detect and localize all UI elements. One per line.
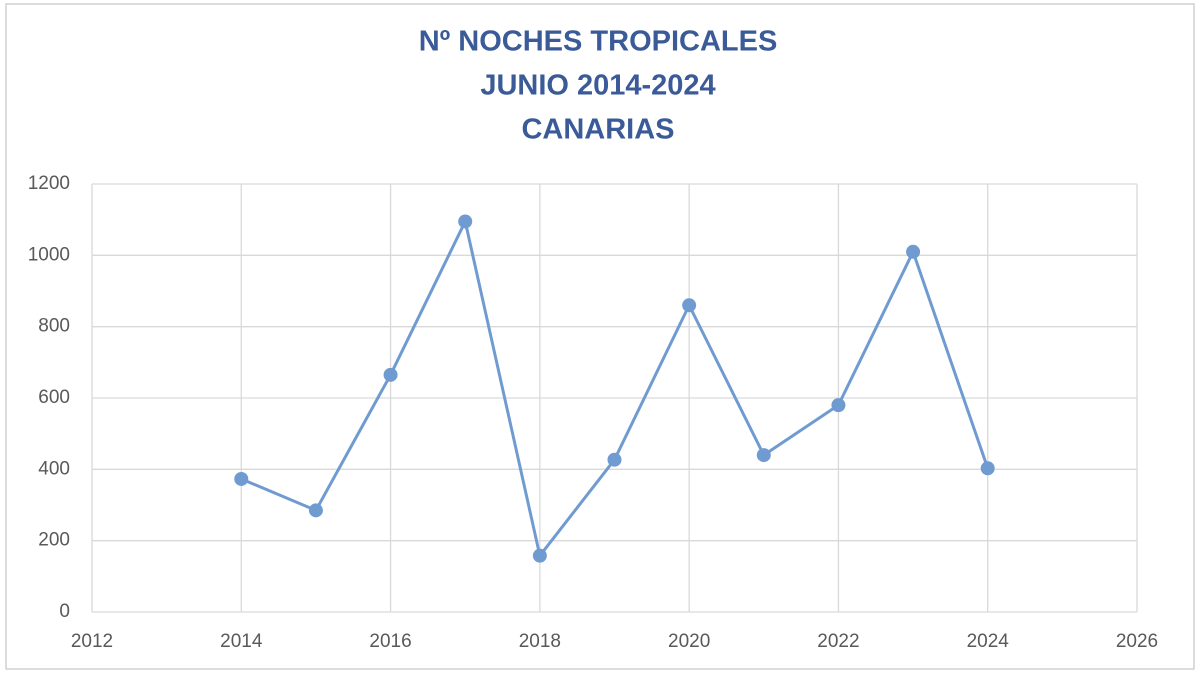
x-tick-label: 2012 [71,631,113,652]
x-tick-label: 2016 [369,631,411,652]
x-tick-label: 2014 [220,631,263,652]
x-tick-label: 2020 [668,631,710,652]
data-point [831,398,846,413]
data-point [532,548,547,563]
y-tick-label: 800 [38,316,70,337]
x-tick-label: 2026 [1116,631,1158,652]
data-point [308,503,323,518]
y-tick-label: 400 [38,458,70,479]
data-point [607,452,622,467]
y-tick-label: 200 [38,530,70,551]
data-point [682,298,697,313]
data-point [383,367,398,382]
data-point [980,461,995,476]
chart-title: Nº NOCHES TROPICALES [419,26,778,58]
x-tick-label: 2018 [519,631,561,652]
data-point [756,448,771,463]
y-tick-label: 600 [38,387,70,408]
data-point [234,471,249,486]
x-tick-label: 2024 [967,631,1010,652]
chart-title: CANARIAS [521,114,674,146]
y-tick-label: 1000 [28,244,70,265]
y-tick-label: 0 [59,601,70,622]
x-tick-label: 2022 [817,631,859,652]
y-tick-label: 1200 [28,173,70,194]
data-point [906,244,921,259]
chart-frame [5,3,1195,670]
chart-title: JUNIO 2014-2024 [480,70,715,102]
data-point [458,214,473,229]
